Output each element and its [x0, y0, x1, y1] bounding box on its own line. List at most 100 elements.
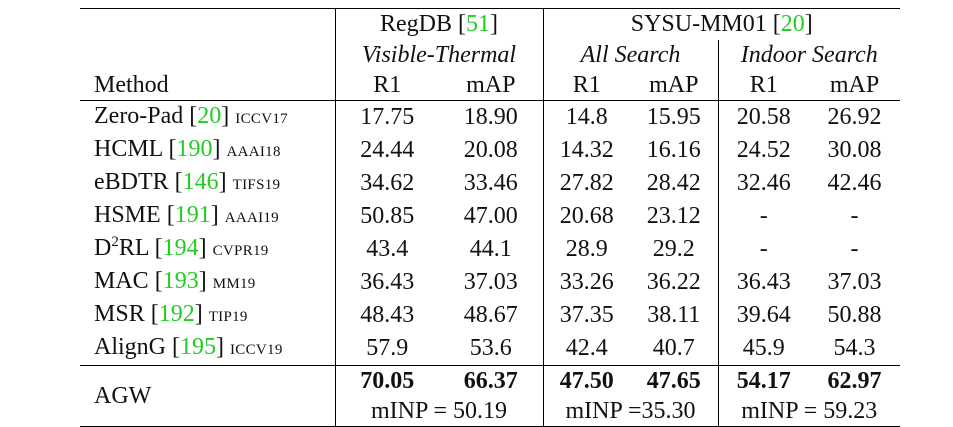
citation: 20: [780, 11, 805, 38]
group-row: RegDB [51] SYSU-MM01 [20]: [80, 8, 900, 40]
method-cell: AlignG [195] ICCV19: [80, 331, 336, 365]
value-cell: 53.6: [439, 331, 544, 365]
value-cell: 20.68: [559, 203, 614, 229]
data-row: HCML [190] AAAI18 24.44 20.08 14.32 16.16 24.…: [80, 133, 900, 167]
method-cell: HCML [190] AAAI18: [80, 133, 336, 167]
value-cell: 45.9: [742, 335, 785, 361]
page: {"header": {"method": "Method", "groups"…: [80, 8, 900, 427]
value-cell: 37.35: [559, 302, 614, 328]
value-cell: 54.17: [718, 364, 809, 396]
venue: TIP19: [208, 308, 248, 325]
subhead-row: Visible-Thermal All Search Indoor Search: [80, 39, 900, 70]
citation: 192: [158, 300, 195, 327]
subhead: Indoor Search: [740, 41, 878, 68]
value-cell: 36.43: [360, 269, 415, 295]
method-name: D: [94, 234, 112, 261]
method-name: eBDTR: [94, 168, 169, 195]
value-cell: 37.03: [439, 265, 544, 299]
value-cell: 26.92: [827, 104, 882, 130]
value-cell: 27.82: [559, 170, 614, 196]
subhead: Visible-Thermal: [335, 39, 544, 70]
agw-row: AGW 70.05 66.37 47.50 47.65 54.17 62.97: [80, 364, 900, 427]
citation: 146: [182, 168, 219, 195]
value-cell: 66.37: [439, 364, 544, 396]
value-cell: 48.67: [439, 298, 544, 332]
metric-header: mAP: [630, 69, 719, 101]
minp-cell: mINP =35.30: [543, 395, 719, 427]
data-row: D2RL [194] CVPR19 43.4 44.1 28.9 29.2 - -: [80, 232, 900, 266]
venue: TIFS19: [232, 176, 281, 193]
value-cell: 17.75: [360, 104, 415, 130]
method-name: HSME: [94, 201, 161, 228]
method-name: RL: [118, 234, 149, 261]
value-cell: 32.46: [736, 170, 791, 196]
value-cell: 30.08: [827, 137, 882, 163]
metric-header: mAP: [439, 69, 544, 101]
metric-header: mAP: [809, 69, 900, 101]
value-cell: 14.8: [565, 104, 608, 130]
value-cell: 47.65: [630, 364, 719, 396]
blank-cell: [80, 39, 336, 70]
minp-cell: mINP = 50.19: [335, 395, 544, 427]
value-cell: 48.43: [360, 302, 415, 328]
method-cell: HSME [191] AAAI19: [80, 199, 336, 233]
value-cell: 36.22: [630, 265, 719, 299]
value-cell: 47.50: [543, 364, 630, 396]
value-cell: 28.42: [630, 166, 719, 200]
citation: 20: [197, 102, 222, 129]
value-cell: 33.46: [439, 166, 544, 200]
method-name: MSR: [94, 300, 145, 327]
data-row: Zero-Pad [20] ICCV17 17.75 18.90 14.8 15.95 2…: [80, 100, 900, 134]
citation: 51: [466, 11, 490, 38]
value-cell: 50.88: [827, 302, 882, 328]
value-cell: -: [759, 236, 768, 262]
value-cell: 36.43: [736, 269, 791, 295]
method-cell: D2RL [194] CVPR19: [80, 232, 336, 266]
value-cell: 34.62: [360, 170, 415, 196]
method-name: MAC: [94, 267, 149, 294]
value-cell: 15.95: [630, 100, 719, 134]
value-cell: 16.16: [630, 133, 719, 167]
group-cell: RegDB [51]: [335, 8, 544, 40]
metric-header: R1: [718, 69, 809, 101]
value-cell: 37.03: [827, 269, 882, 295]
minp-cell: mINP = 59.23: [718, 395, 900, 427]
method-cell: AGW: [80, 364, 336, 427]
group-name: RegDB: [380, 11, 452, 38]
group-cell: SYSU-MM01 [20]: [543, 8, 900, 40]
value-cell: 29.2: [630, 232, 719, 266]
superscript: 2: [111, 233, 119, 250]
method-cell: MSR [192] TIP19: [80, 298, 336, 332]
venue: AAAI18: [226, 143, 281, 160]
value-cell: 18.90: [439, 100, 544, 134]
method-name: AlignG: [94, 333, 166, 360]
table-body: RegDB [51] SYSU-MM01 [20] Visible-Therma…: [80, 8, 900, 427]
data-row: MSR [192] TIP19 48.43 48.67 37.35 38.11 39.64…: [80, 298, 900, 332]
venue: ICCV19: [230, 341, 283, 358]
value-cell: -: [759, 203, 768, 229]
value-cell: 33.26: [559, 269, 614, 295]
metric-header: R1: [543, 69, 630, 101]
data-row: eBDTR [146] TIFS19 34.62 33.46 27.82 28.42 32…: [80, 166, 900, 200]
venue: ICCV17: [235, 110, 288, 127]
citation: 190: [176, 135, 213, 162]
value-cell: 43.4: [366, 236, 409, 262]
value-cell: 44.1: [439, 232, 544, 266]
value-cell: 40.7: [630, 331, 719, 365]
method-header: Method: [80, 69, 336, 101]
value-cell: 70.05: [335, 364, 439, 396]
table-wrap: RegDB [51] SYSU-MM01 [20] Visible-Therma…: [80, 8, 900, 427]
value-cell: 62.97: [809, 364, 900, 396]
method-cell: MAC [193] MM19: [80, 265, 336, 299]
data-row: HSME [191] AAAI19 50.85 47.00 20.68 23.12 - -: [80, 199, 900, 233]
value-cell: 20.08: [439, 133, 544, 167]
method-name: Zero-Pad: [94, 102, 184, 129]
value-cell: 28.9: [565, 236, 608, 262]
citation: 195: [180, 333, 216, 360]
venue: AAAI19: [224, 209, 279, 226]
data-row: MAC [193] MM19 36.43 37.03 33.26 36.22 36.43 3…: [80, 265, 900, 299]
value-cell: 24.52: [736, 137, 791, 163]
method-cell: eBDTR [146] TIFS19: [80, 166, 336, 200]
method-name: HCML: [94, 135, 163, 162]
citation: 193: [162, 267, 199, 294]
